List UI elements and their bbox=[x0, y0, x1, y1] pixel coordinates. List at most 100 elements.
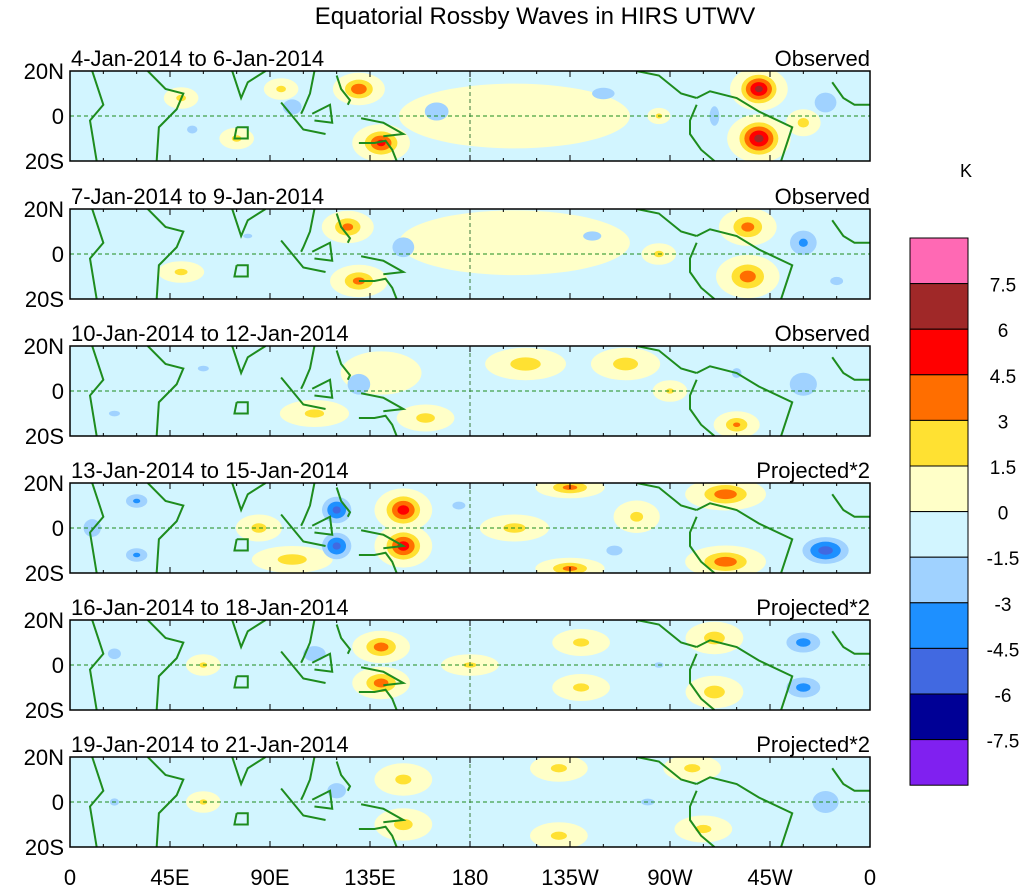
coastline bbox=[231, 757, 267, 787]
anomaly-contour bbox=[373, 642, 389, 652]
colorbar-label: -6 bbox=[995, 686, 1012, 707]
panel-date-range: 10-Jan-2014 to 12-Jan-2014 bbox=[71, 321, 349, 346]
coastline bbox=[88, 71, 105, 161]
panel-date-range: 13-Jan-2014 to 15-Jan-2014 bbox=[71, 458, 349, 483]
y-tick-label: 20S bbox=[25, 561, 64, 586]
coastline bbox=[311, 652, 334, 673]
coastline bbox=[831, 81, 870, 106]
anomaly-contour bbox=[187, 125, 198, 134]
anomaly-contour bbox=[395, 774, 412, 785]
anomaly-contour bbox=[714, 489, 737, 500]
y-tick-label: 20S bbox=[25, 424, 64, 449]
y-tick-label: 0 bbox=[52, 242, 64, 267]
coastline bbox=[831, 219, 870, 244]
colorbar-swatch bbox=[909, 328, 969, 376]
y-tick-label: 20N bbox=[24, 59, 64, 84]
coastline bbox=[280, 513, 326, 547]
colorbar-label: 6 bbox=[998, 321, 1009, 342]
map-panel: 13-Jan-2014 to 15-Jan-2014 Projected*2 20N… bbox=[24, 458, 871, 586]
colorbar-label: 4.5 bbox=[990, 367, 1016, 388]
y-tick-label: 20N bbox=[24, 608, 64, 633]
y-tick-label: 0 bbox=[52, 790, 64, 815]
anomaly-contour bbox=[550, 764, 567, 773]
coastline bbox=[689, 516, 716, 573]
coastline bbox=[335, 350, 352, 381]
anomaly-contour bbox=[392, 237, 415, 258]
coastline bbox=[696, 639, 794, 710]
coastline bbox=[689, 242, 716, 299]
coastline bbox=[147, 483, 185, 573]
coastline bbox=[358, 688, 398, 710]
x-tick-label: 0 bbox=[64, 865, 76, 890]
x-tick-label: 45E bbox=[150, 865, 189, 890]
anomaly-contour bbox=[373, 678, 389, 688]
colorbar-label: -1.5 bbox=[987, 549, 1020, 570]
coastline bbox=[311, 515, 334, 536]
coastline bbox=[636, 346, 697, 374]
y-tick-label: 20N bbox=[24, 334, 64, 359]
coastline bbox=[360, 392, 407, 413]
coastline bbox=[335, 761, 352, 792]
panel-label: Projected*2 bbox=[756, 732, 870, 757]
coastline bbox=[280, 650, 326, 684]
anomaly-contour bbox=[133, 498, 141, 504]
panel-label: Projected*2 bbox=[756, 458, 870, 483]
anomaly-contour bbox=[243, 233, 253, 239]
anomaly-contour bbox=[352, 277, 365, 285]
coastline bbox=[88, 483, 105, 573]
anomaly-contour bbox=[107, 648, 121, 659]
coastline bbox=[335, 487, 352, 518]
coastline bbox=[88, 346, 105, 436]
coastline bbox=[335, 75, 352, 106]
y-tick-label: 0 bbox=[52, 516, 64, 541]
x-tick-label: 135W bbox=[541, 865, 599, 890]
coastline bbox=[696, 776, 794, 847]
coastline bbox=[311, 103, 334, 124]
coastline bbox=[360, 666, 407, 687]
coastline bbox=[636, 757, 697, 785]
x-tick-label: 135E bbox=[344, 865, 395, 890]
anomaly-contour bbox=[108, 410, 120, 417]
coastline bbox=[831, 630, 870, 655]
colorbar-swatch bbox=[909, 693, 969, 741]
coastline bbox=[300, 71, 316, 115]
y-tick-label: 20N bbox=[24, 471, 64, 496]
coastline bbox=[358, 277, 398, 299]
coastline bbox=[280, 239, 326, 273]
colorbar-units: K bbox=[960, 161, 972, 181]
coastline bbox=[233, 812, 249, 826]
panel-label: Observed bbox=[775, 321, 870, 346]
anomaly-contour bbox=[277, 554, 307, 565]
coastline bbox=[689, 104, 716, 161]
y-tick-label: 20S bbox=[25, 698, 64, 723]
anomaly-contour bbox=[797, 118, 809, 128]
anomaly-contour bbox=[573, 683, 590, 692]
anomaly-contour bbox=[796, 638, 811, 647]
y-tick-label: 0 bbox=[52, 104, 64, 129]
panel-date-range: 19-Jan-2014 to 21-Jan-2014 bbox=[71, 732, 349, 757]
coastline bbox=[360, 255, 407, 276]
coastline bbox=[300, 209, 316, 253]
panel-label: Observed bbox=[775, 46, 870, 71]
anomaly-contour bbox=[342, 223, 354, 231]
anomaly-contour bbox=[666, 388, 674, 394]
x-tick-label: 180 bbox=[452, 865, 489, 890]
x-tick-label: 0 bbox=[864, 865, 876, 890]
anomaly-contour bbox=[583, 231, 602, 241]
anomaly-contour bbox=[399, 210, 630, 276]
map-panel: 16-Jan-2014 to 18-Jan-2014 Projected*2 20N… bbox=[24, 595, 871, 723]
anomaly-contour bbox=[630, 511, 644, 522]
coastline bbox=[88, 209, 105, 299]
colorbar-label: -3 bbox=[995, 595, 1012, 616]
coastline bbox=[696, 228, 794, 299]
coastline bbox=[147, 346, 185, 436]
map-panel: 10-Jan-2014 to 12-Jan-2014 Observed 20N 0 20… bbox=[24, 321, 871, 449]
coastline bbox=[636, 620, 697, 648]
colorbar-swatch bbox=[909, 465, 969, 513]
coastline bbox=[689, 379, 716, 436]
coastline bbox=[358, 139, 398, 161]
y-tick-label: 20S bbox=[25, 149, 64, 174]
coastline bbox=[360, 803, 407, 824]
y-tick-label: 0 bbox=[52, 379, 64, 404]
coastline bbox=[231, 346, 267, 376]
